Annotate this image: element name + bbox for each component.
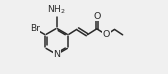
Text: O: O bbox=[93, 12, 100, 21]
Text: N: N bbox=[53, 50, 60, 59]
Text: O: O bbox=[103, 30, 110, 39]
Text: NH$_2$: NH$_2$ bbox=[47, 3, 66, 16]
Text: Br: Br bbox=[30, 24, 40, 33]
